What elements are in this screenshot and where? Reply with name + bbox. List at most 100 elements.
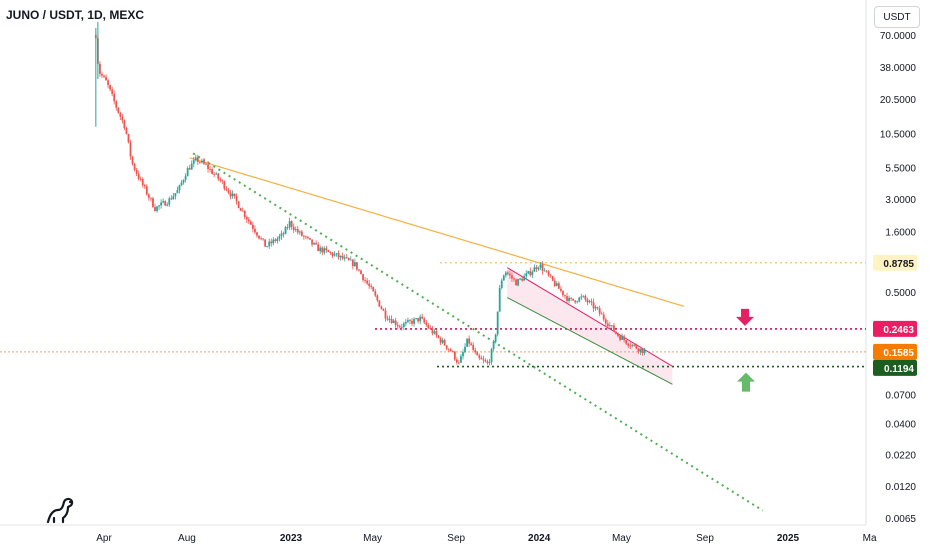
candlestick (417, 318, 420, 324)
candlestick (560, 285, 562, 293)
candlestick (286, 223, 289, 230)
candle-body (180, 182, 183, 186)
candle-body (162, 201, 165, 203)
candlestick (325, 245, 328, 253)
candlestick (368, 280, 371, 289)
candlestick (402, 321, 405, 331)
candlestick (280, 230, 283, 240)
candle-body (394, 320, 397, 326)
candlestick (370, 283, 373, 290)
candle-body (386, 318, 389, 320)
candle-body (500, 280, 503, 288)
candle-body (468, 338, 471, 344)
candle-body (529, 271, 532, 276)
candle-body (190, 163, 193, 170)
candlestick (639, 348, 642, 356)
candlestick (466, 338, 468, 348)
arrow-up-icon (737, 372, 755, 392)
candle-body (523, 276, 526, 281)
candlestick (509, 270, 511, 279)
candle-body (421, 316, 424, 319)
candle-body (435, 331, 438, 336)
candlestick (404, 318, 407, 327)
candle-body (474, 350, 477, 353)
candle-body (225, 188, 228, 191)
candlestick (141, 177, 144, 188)
candlestick (523, 273, 526, 281)
candle-body (562, 290, 564, 296)
candle-body (535, 267, 538, 270)
candle-body (319, 247, 322, 252)
candlestick (586, 297, 589, 306)
candle-body (402, 323, 405, 327)
candle-body (166, 204, 169, 206)
candle-body (311, 239, 313, 245)
candlestick (557, 281, 560, 289)
candle-body (252, 224, 254, 229)
candle-body (235, 196, 238, 202)
candlestick (139, 176, 142, 182)
candle-body (99, 63, 101, 75)
candle-body (168, 198, 171, 205)
candle-body (188, 168, 191, 170)
candle-body (339, 255, 342, 258)
candlestick (105, 74, 107, 81)
candlestick (366, 278, 369, 285)
candlestick (103, 74, 105, 79)
candle-body (245, 216, 248, 220)
candlestick (602, 311, 605, 322)
candlestick (309, 238, 311, 240)
candle-body (229, 192, 232, 197)
candlestick (453, 350, 456, 362)
candlestick (582, 295, 585, 298)
candle-body (570, 297, 573, 299)
candle-body (476, 352, 479, 356)
candle-body (384, 310, 387, 319)
candle-body (443, 340, 446, 346)
candlestick (529, 267, 532, 277)
x-tick-label: 2024 (528, 533, 551, 544)
candlestick (547, 270, 550, 278)
candlestick (313, 242, 315, 246)
candle-body (370, 286, 373, 288)
candle-body (608, 325, 611, 327)
candlestick (351, 258, 354, 270)
candlestick (498, 284, 501, 312)
candlestick (335, 253, 338, 257)
candle-body (111, 89, 114, 94)
candle-body (539, 264, 542, 268)
candle-body (572, 298, 575, 301)
candlestick (364, 277, 366, 284)
candle-body (527, 271, 530, 274)
candlestick (341, 252, 344, 261)
currency-selector-button[interactable]: USDT (874, 6, 920, 28)
candlestick (506, 270, 509, 276)
candlestick (553, 277, 556, 288)
x-tick-label: May (363, 533, 382, 544)
candlestick (113, 90, 116, 105)
candlestick (576, 300, 579, 304)
candle-body (101, 74, 103, 76)
y-tick-label: 38.0000 (880, 63, 917, 74)
candle-body (568, 297, 570, 302)
candle-body (345, 257, 348, 259)
candle-body (323, 248, 326, 253)
candlestick (386, 315, 389, 321)
candlestick (307, 236, 309, 240)
candlestick (407, 317, 409, 323)
candle-body (531, 271, 534, 276)
candle-body (564, 295, 566, 297)
candlestick (380, 305, 383, 310)
candlestick (435, 329, 438, 338)
candle-body (280, 233, 283, 237)
candlestick (621, 333, 623, 341)
candlestick (362, 273, 364, 283)
candle-body (480, 357, 483, 360)
candle-body (268, 241, 271, 247)
candle-body (270, 241, 273, 244)
candlestick (186, 166, 189, 177)
candlestick (219, 176, 222, 183)
candlestick (209, 165, 211, 173)
